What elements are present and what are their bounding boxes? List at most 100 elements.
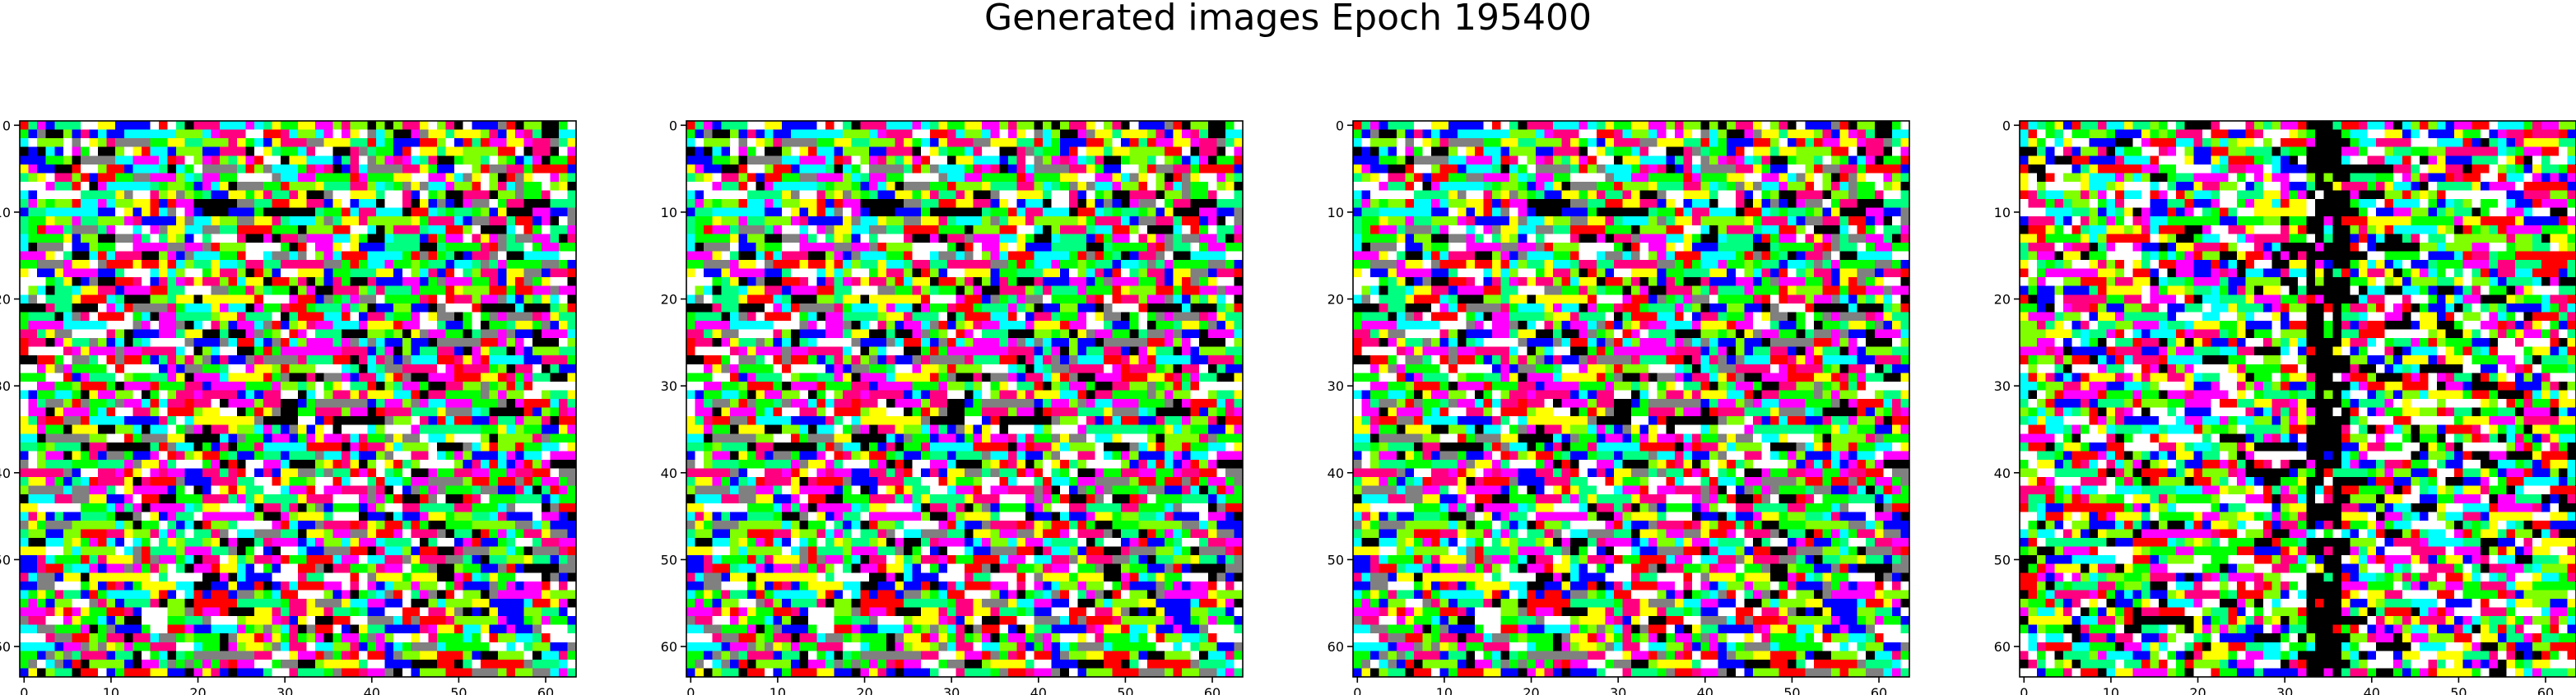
pixel-cell [254,181,264,192]
pixel-cell [1155,216,1165,226]
pixel-cell [254,312,264,322]
pixel-cell [115,590,125,600]
pixel-cell [367,581,377,591]
pixel-cell [523,381,533,392]
pixel-cell [437,538,447,548]
pixel-cell [515,320,525,331]
pixel-cell [54,312,64,322]
pixel-cell [912,146,922,156]
pixel-cell [1138,207,1148,217]
pixel-cell [89,607,99,617]
pixel-cell [20,538,30,548]
pixel-cell [411,468,421,478]
pixel-cell [289,242,299,253]
pixel-cell [72,216,81,226]
pixel-cell [193,164,203,174]
pixel-cell [37,512,47,521]
pixel-cell [150,346,160,356]
pixel-cell [211,416,221,426]
pixel-cell [115,503,125,512]
pixel-cell [306,563,316,573]
pixel-cell [393,164,403,174]
pixel-cell [133,633,142,643]
pixel-cell [965,181,974,192]
pixel-cell [515,477,525,487]
pixel-cell [515,424,525,434]
pixel-cell [567,190,577,200]
pixel-cell [315,129,325,139]
pixel-cell [558,546,569,556]
pixel-cell [219,494,230,504]
pixel-cell [358,555,369,565]
pixel-cell [567,633,577,643]
pixel-cell [193,433,203,443]
pixel-cell [567,546,577,556]
pixel-cell [306,216,316,226]
pixel-cell [89,260,99,270]
pixel-cell [28,294,38,304]
pixel-cell [445,590,455,600]
pixel-cell [176,433,186,443]
pixel-cell [515,546,525,556]
pixel-cell [376,155,386,165]
pixel-cell [1138,164,1148,174]
pixel-cell [454,181,464,192]
pixel-cell [445,364,455,373]
pixel-cell [141,563,151,573]
pixel-cell [237,381,247,392]
pixel-cell [289,277,299,287]
pixel-cell [20,364,30,373]
pixel-cell [541,416,551,426]
pixel-cell [860,173,870,183]
pixel-cell [489,494,499,504]
pixel-cell [133,407,142,417]
pixel-cell [411,242,421,253]
pixel-cell [184,590,194,600]
pixel-cell [341,285,351,295]
pixel-cell [515,190,525,200]
pixel-cell [98,633,108,643]
pixel-cell [437,598,447,609]
pixel-cell [254,329,264,339]
pixel-cell [306,355,316,365]
pixel-cell [411,199,421,209]
pixel-cell [323,338,333,348]
pixel-cell [506,572,516,582]
pixel-cell [367,442,377,452]
pixel-cell [956,216,965,226]
pixel-cell [965,207,974,217]
pixel-cell [515,581,525,591]
pixel-cell [358,659,369,670]
pixel-cell [454,381,464,392]
pixel-cell [228,234,238,243]
pixel-cell [419,181,430,192]
pixel-cell [176,320,186,331]
pixel-cell [956,129,965,139]
pixel-cell [341,442,351,452]
pixel-cell [402,381,412,392]
pixel-cell [886,225,896,234]
pixel-cell [150,129,160,139]
pixel-cell [228,381,238,392]
pixel-cell [1138,199,1148,209]
pixel-cell [532,181,542,192]
pixel-cell [323,451,333,461]
pixel-cell [515,251,525,261]
pixel-cell [550,346,560,356]
pixel-cell [506,303,516,313]
pixel-cell [184,381,194,392]
pixel-cell [895,164,904,174]
pixel-cell [480,234,490,243]
pixel-cell [541,642,551,651]
pixel-cell [886,164,896,174]
pixel-cell [946,155,957,165]
pixel-cell [990,216,1000,226]
pixel-cell [106,355,116,365]
pixel-cell [428,494,438,504]
pixel-cell [411,520,421,531]
pixel-cell [738,234,748,243]
pixel-cell [445,303,455,313]
pixel-cell [115,546,125,556]
pixel-cell [532,173,542,183]
pixel-cell [393,190,403,200]
